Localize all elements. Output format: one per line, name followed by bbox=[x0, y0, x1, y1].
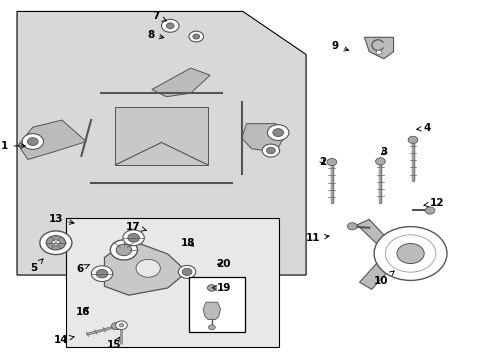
Circle shape bbox=[161, 19, 179, 32]
Circle shape bbox=[267, 125, 288, 140]
Polygon shape bbox=[203, 302, 220, 319]
Text: 16: 16 bbox=[75, 307, 90, 317]
Circle shape bbox=[127, 234, 139, 242]
Circle shape bbox=[52, 240, 60, 246]
Circle shape bbox=[166, 23, 174, 29]
Polygon shape bbox=[356, 220, 386, 244]
Circle shape bbox=[122, 230, 144, 246]
Text: 5: 5 bbox=[30, 259, 43, 273]
Circle shape bbox=[22, 134, 43, 149]
Polygon shape bbox=[151, 68, 210, 97]
Circle shape bbox=[407, 136, 417, 143]
Text: 18: 18 bbox=[181, 238, 195, 248]
Circle shape bbox=[262, 144, 279, 157]
Circle shape bbox=[119, 323, 123, 327]
Circle shape bbox=[110, 240, 137, 260]
Circle shape bbox=[192, 34, 199, 39]
Circle shape bbox=[207, 285, 216, 291]
Polygon shape bbox=[18, 120, 86, 159]
Polygon shape bbox=[364, 37, 393, 59]
Circle shape bbox=[272, 129, 283, 136]
Bar bbox=[189, 277, 245, 332]
Text: 10: 10 bbox=[373, 271, 393, 286]
Circle shape bbox=[396, 243, 423, 264]
Polygon shape bbox=[17, 12, 305, 275]
Circle shape bbox=[91, 266, 113, 282]
Text: 7: 7 bbox=[151, 12, 166, 22]
Circle shape bbox=[208, 325, 215, 330]
Circle shape bbox=[266, 147, 275, 154]
Circle shape bbox=[346, 223, 356, 230]
Text: 8: 8 bbox=[147, 30, 163, 40]
Polygon shape bbox=[241, 123, 285, 152]
Text: 17: 17 bbox=[126, 222, 146, 231]
Text: 12: 12 bbox=[423, 198, 444, 208]
Circle shape bbox=[178, 265, 195, 278]
Text: 11: 11 bbox=[305, 233, 328, 243]
Circle shape bbox=[27, 138, 38, 145]
Polygon shape bbox=[359, 262, 388, 289]
Text: 20: 20 bbox=[216, 259, 230, 269]
Circle shape bbox=[375, 50, 381, 54]
Text: 4: 4 bbox=[416, 123, 430, 133]
Bar bbox=[65, 218, 279, 347]
Text: 15: 15 bbox=[107, 337, 121, 350]
Bar bbox=[115, 108, 207, 165]
Circle shape bbox=[40, 231, 72, 255]
Text: 2: 2 bbox=[319, 157, 326, 167]
Circle shape bbox=[46, 235, 65, 250]
Circle shape bbox=[116, 244, 131, 256]
Circle shape bbox=[96, 269, 108, 278]
Circle shape bbox=[326, 158, 336, 166]
Circle shape bbox=[136, 259, 160, 277]
Text: 6: 6 bbox=[77, 264, 89, 274]
Text: 1: 1 bbox=[1, 141, 25, 151]
Text: 13: 13 bbox=[48, 215, 74, 224]
Circle shape bbox=[424, 207, 434, 214]
Circle shape bbox=[182, 268, 191, 275]
Text: 9: 9 bbox=[331, 41, 348, 51]
Text: 3: 3 bbox=[380, 147, 386, 157]
Circle shape bbox=[375, 158, 385, 165]
Circle shape bbox=[115, 321, 127, 329]
Text: 19: 19 bbox=[212, 283, 230, 293]
Circle shape bbox=[373, 226, 446, 280]
Polygon shape bbox=[104, 240, 187, 295]
Circle shape bbox=[111, 323, 121, 330]
Circle shape bbox=[188, 31, 203, 42]
Text: 14: 14 bbox=[53, 334, 74, 345]
